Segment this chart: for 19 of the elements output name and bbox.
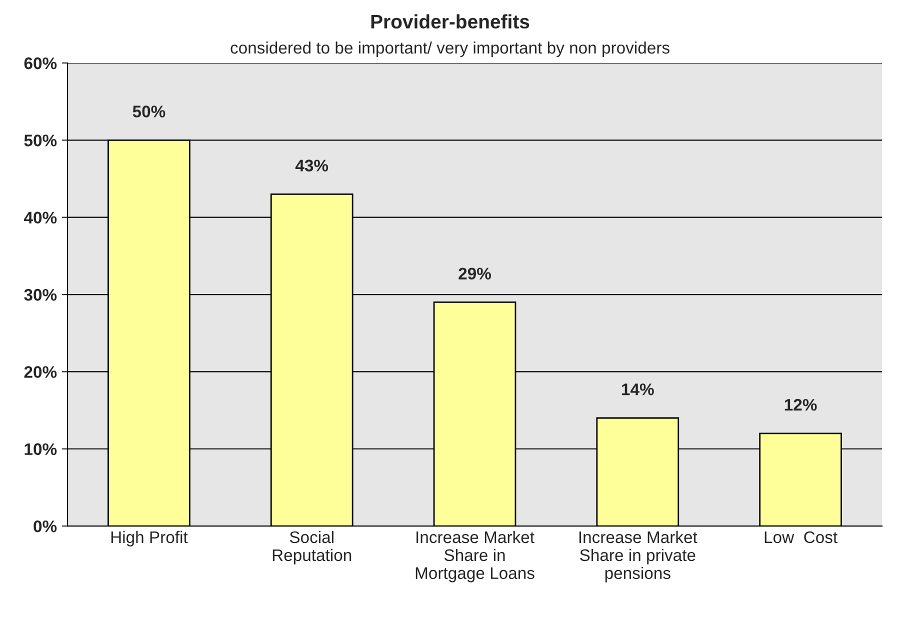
data-label: 14% xyxy=(622,384,654,396)
y-tick-label: 10% xyxy=(24,443,57,456)
x-tick-label: High Profit xyxy=(111,530,188,546)
data-label: 50% xyxy=(132,106,166,118)
y-tick-label: 60% xyxy=(24,57,57,70)
chart-subtitle: considered to be important/ very important by non providers xyxy=(230,41,670,58)
y-tick-label: 40% xyxy=(24,212,57,224)
x-tick-label: Increase Market Share in private pensions xyxy=(579,530,698,582)
y-tick-label: 0% xyxy=(34,520,57,532)
data-label: 43% xyxy=(295,160,328,172)
y-tick-label: 30% xyxy=(24,288,57,301)
data-label: 29% xyxy=(458,268,491,280)
chart-title: Provider-benefits xyxy=(371,14,530,29)
x-tick-label: Increase Market Share in Mortgage Loans xyxy=(416,530,534,582)
y-tick-label: 50% xyxy=(24,134,57,146)
x-tick-label: Low Cost xyxy=(764,531,838,544)
x-tick-label: Social Reputation xyxy=(272,530,352,564)
data-label: 12% xyxy=(784,398,817,411)
y-tick-label: 20% xyxy=(24,366,57,378)
